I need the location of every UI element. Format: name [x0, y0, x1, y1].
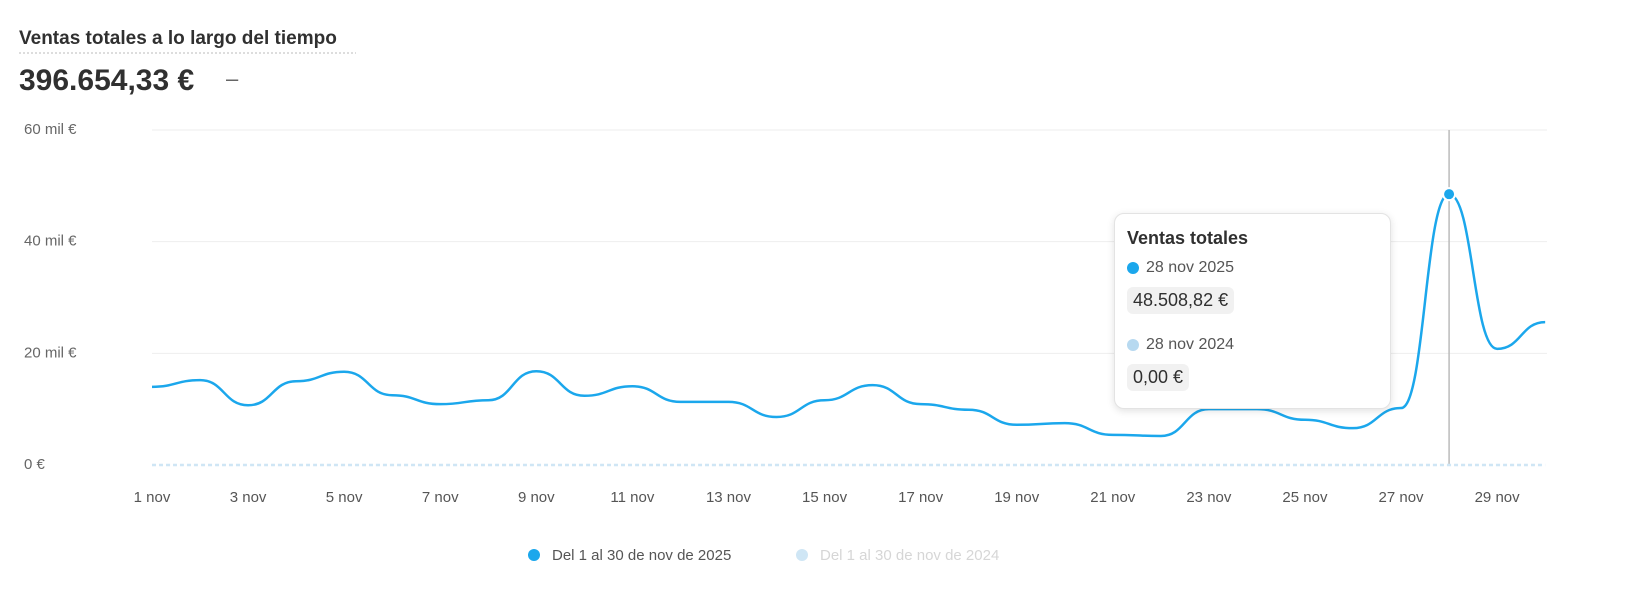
x-tick-label: 5 nov	[326, 489, 363, 506]
x-tick-label: 11 nov	[610, 489, 654, 506]
tooltip-value: 0,00 €	[1127, 364, 1190, 391]
y-tick-label: 60 mil €	[24, 121, 77, 138]
tooltip-dot	[1127, 262, 1139, 274]
x-tick-label: 29 nov	[1475, 489, 1521, 506]
x-tick-label: 19 nov	[994, 489, 1040, 506]
legend-swatch	[528, 549, 540, 561]
x-tick-label: 21 nov	[1090, 489, 1136, 506]
tooltip: Ventas totales 28 nov 2025 48.508,82 € 2…	[1114, 213, 1391, 409]
x-tick-label: 3 nov	[230, 489, 267, 506]
legend-swatch	[796, 549, 808, 561]
x-tick-label: 13 nov	[706, 489, 752, 506]
change: –	[226, 66, 239, 91]
legend-label: Del 1 al 30 de nov de 2024	[820, 547, 999, 564]
x-tick-label: 23 nov	[1186, 489, 1232, 506]
chart-title: Ventas totales a lo largo del tiempo	[19, 28, 337, 49]
x-tick-label: 17 nov	[898, 489, 944, 506]
x-tick-label: 15 nov	[802, 489, 848, 506]
tooltip-title: Ventas totales	[1127, 228, 1249, 248]
tooltip-date: 28 nov 2024	[1146, 336, 1235, 353]
hover-point	[1442, 187, 1457, 202]
tooltip-dot	[1127, 339, 1139, 351]
total: 396.654,33 €	[19, 64, 194, 97]
x-tick-label: 9 nov	[518, 489, 555, 506]
x-tick-label: 27 nov	[1379, 489, 1425, 506]
tooltip-value: 48.508,82 €	[1127, 287, 1235, 314]
series-line	[151, 192, 1546, 438]
y-tick-label: 20 mil €	[24, 344, 77, 361]
tooltip-row: 28 nov 2024	[1127, 336, 1378, 354]
y-tick-label: 40 mil €	[24, 233, 77, 250]
tooltip-date: 28 nov 2025	[1146, 259, 1235, 276]
x-tick-label: 1 nov	[134, 489, 171, 506]
x-tick-label: 7 nov	[422, 489, 459, 506]
tooltip-row: 28 nov 2025	[1127, 259, 1378, 277]
y-tick-label: 0 €	[24, 456, 46, 473]
x-tick-label: 25 nov	[1282, 489, 1328, 506]
legend-label: Del 1 al 30 de nov de 2025	[552, 547, 731, 564]
